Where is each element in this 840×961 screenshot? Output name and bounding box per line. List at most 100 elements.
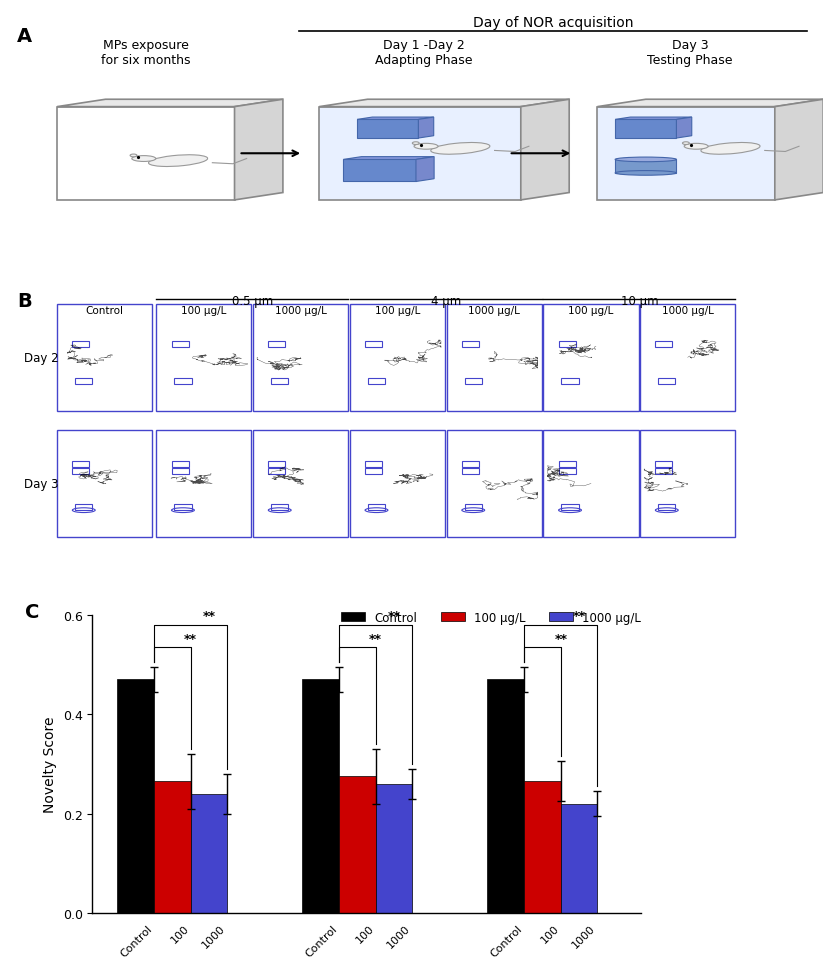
Bar — [57, 431, 152, 537]
Bar — [57, 305, 152, 411]
Bar — [171, 462, 189, 468]
Bar — [76, 505, 92, 510]
Polygon shape — [357, 118, 433, 120]
Bar — [655, 342, 673, 348]
Text: Day 2: Day 2 — [24, 352, 58, 364]
Bar — [659, 505, 675, 510]
Bar — [175, 505, 192, 510]
Bar — [655, 468, 673, 474]
Polygon shape — [597, 108, 774, 201]
Bar — [72, 342, 90, 348]
Bar — [659, 379, 675, 384]
Bar — [268, 462, 286, 468]
Polygon shape — [521, 100, 570, 201]
Polygon shape — [416, 158, 434, 183]
Ellipse shape — [149, 156, 207, 167]
Polygon shape — [357, 120, 418, 139]
Ellipse shape — [132, 157, 155, 162]
Text: 100 μg/L: 100 μg/L — [569, 306, 614, 316]
Ellipse shape — [615, 158, 676, 162]
Legend: Control, 100 μg/L, 1000 μg/L: Control, 100 μg/L, 1000 μg/L — [337, 606, 646, 628]
Text: **: ** — [573, 609, 585, 623]
Bar — [156, 305, 251, 411]
Bar — [339, 776, 375, 913]
Ellipse shape — [685, 144, 708, 150]
Text: 100 μg/L: 100 μg/L — [375, 306, 420, 316]
Bar — [76, 379, 92, 384]
Bar — [253, 431, 349, 537]
Text: **: ** — [184, 632, 197, 645]
Polygon shape — [774, 100, 823, 201]
Bar — [72, 468, 90, 474]
Polygon shape — [57, 108, 234, 201]
Polygon shape — [597, 100, 823, 108]
Bar — [375, 784, 412, 913]
Text: 1000 μg/L: 1000 μg/L — [275, 306, 327, 316]
Polygon shape — [615, 120, 676, 139]
Text: Day of NOR acquisition: Day of NOR acquisition — [473, 16, 633, 30]
Y-axis label: Novelty Score: Novelty Score — [43, 716, 57, 812]
Text: A: A — [17, 27, 32, 45]
Bar — [524, 781, 561, 913]
Bar — [487, 679, 524, 913]
Text: **: ** — [387, 609, 401, 623]
Text: B: B — [17, 292, 32, 311]
Text: Control: Control — [86, 306, 123, 316]
Text: Day 1 -Day 2: Day 1 -Day 2 — [383, 39, 465, 52]
Text: Testing Phase: Testing Phase — [648, 54, 732, 67]
Ellipse shape — [130, 155, 137, 158]
Bar — [465, 505, 482, 510]
Bar — [559, 342, 575, 348]
Bar — [72, 462, 90, 468]
Bar — [365, 468, 382, 474]
Text: 100 μg/L: 100 μg/L — [181, 306, 227, 316]
Polygon shape — [319, 108, 521, 201]
Text: Day 3: Day 3 — [672, 39, 708, 52]
Polygon shape — [319, 100, 570, 108]
Bar — [543, 305, 638, 411]
Ellipse shape — [412, 142, 419, 145]
Polygon shape — [344, 158, 434, 160]
Bar — [175, 379, 192, 384]
Ellipse shape — [431, 143, 490, 155]
Bar — [462, 342, 479, 348]
Bar — [365, 462, 382, 468]
Text: MPs exposure: MPs exposure — [102, 39, 189, 52]
Text: 0.5 μm: 0.5 μm — [232, 295, 273, 308]
Bar — [543, 431, 638, 537]
Polygon shape — [676, 118, 692, 139]
Bar — [447, 305, 542, 411]
Bar — [462, 468, 479, 474]
Text: **: ** — [554, 632, 567, 645]
Bar — [271, 505, 288, 510]
Text: **: ** — [370, 632, 382, 645]
Bar — [171, 468, 189, 474]
Bar — [268, 468, 286, 474]
Bar — [365, 342, 382, 348]
Bar — [156, 431, 251, 537]
Text: Day 3: Day 3 — [24, 478, 58, 490]
Text: 4 μm: 4 μm — [431, 295, 461, 308]
Bar — [465, 379, 482, 384]
Bar — [655, 462, 673, 468]
Bar — [349, 431, 445, 537]
Bar — [253, 305, 349, 411]
Bar — [191, 794, 228, 913]
Bar — [302, 679, 339, 913]
Text: for six months: for six months — [101, 54, 191, 67]
Bar — [268, 342, 286, 348]
Ellipse shape — [682, 142, 690, 145]
Text: 10 μm: 10 μm — [621, 295, 659, 308]
Polygon shape — [344, 160, 416, 183]
Polygon shape — [57, 100, 283, 108]
Bar — [118, 679, 154, 913]
Bar — [447, 431, 542, 537]
Ellipse shape — [615, 171, 676, 176]
Bar — [271, 379, 288, 384]
Text: **: ** — [202, 609, 216, 623]
Bar — [349, 305, 445, 411]
Text: C: C — [25, 602, 39, 621]
Polygon shape — [615, 160, 676, 174]
Bar — [559, 462, 575, 468]
Polygon shape — [615, 118, 692, 120]
